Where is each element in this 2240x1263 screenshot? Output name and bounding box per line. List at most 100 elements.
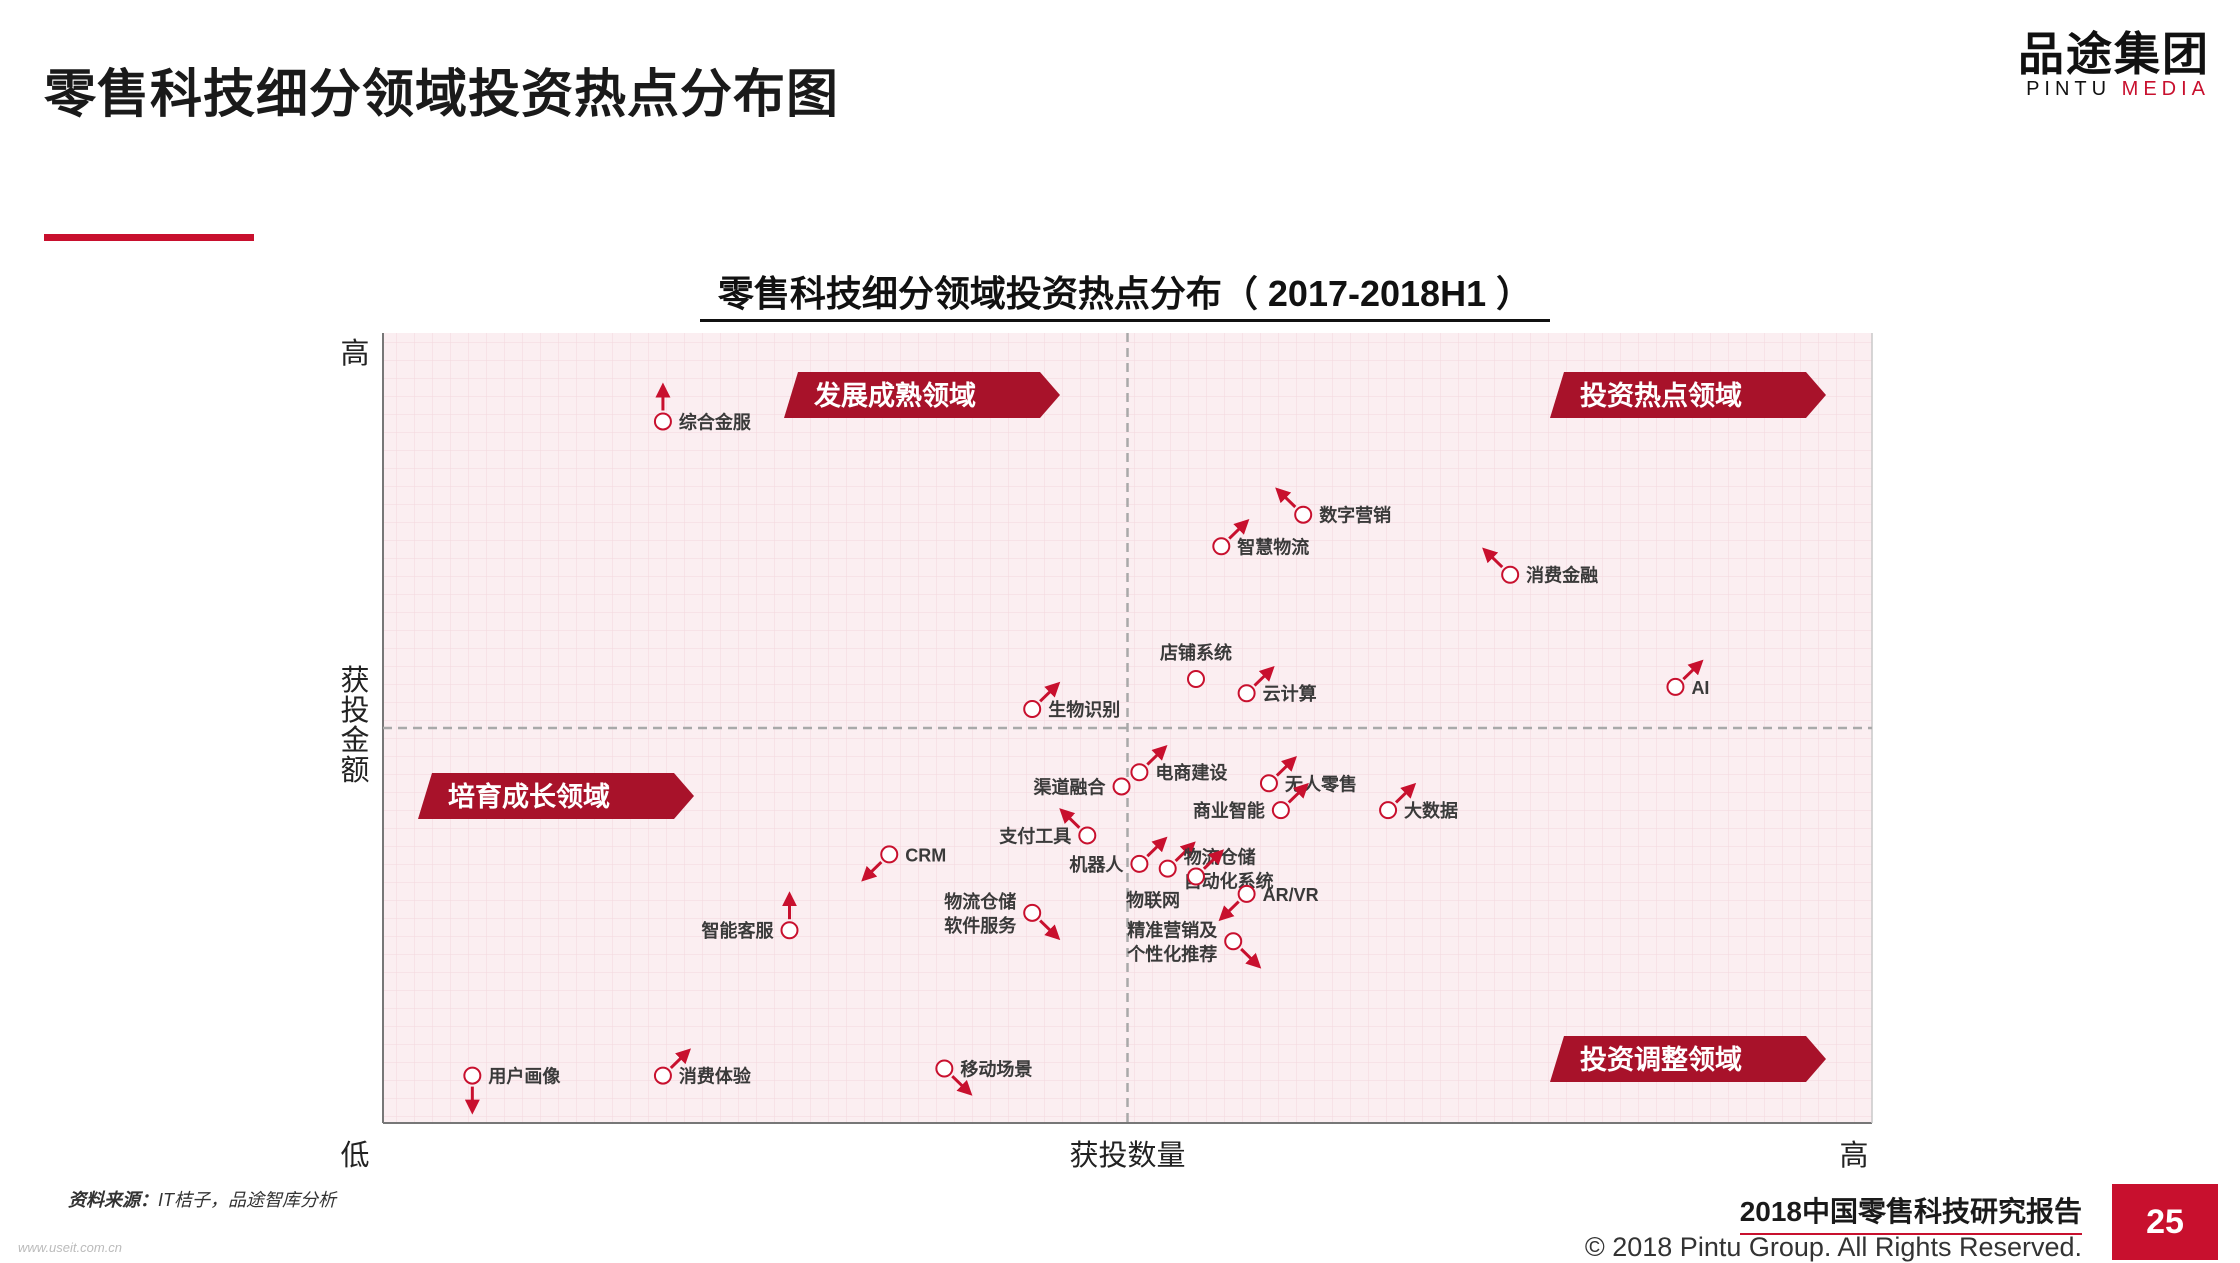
quadrant-banner-1: 发展成熟领域 <box>784 372 1060 418</box>
point-label: 大数据 <box>1404 800 1458 821</box>
point-marker <box>1186 867 1205 886</box>
point-marker <box>1501 565 1520 584</box>
title-underline <box>44 234 254 241</box>
point-marker <box>935 1059 954 1078</box>
point-marker <box>1186 670 1205 689</box>
point-marker <box>1130 854 1149 873</box>
data-point-22: 精准营销及个性化推荐 <box>1126 919 1262 969</box>
source-text: IT桔子，品途智库分析 <box>158 1190 336 1210</box>
report-name: 2018中国零售科技研究报告 <box>1739 1190 2082 1235</box>
data-point-6: 云计算 <box>1237 665 1317 704</box>
quadrant-banner-shape <box>1550 372 1826 418</box>
point-label: AR/VR <box>1263 885 1319 905</box>
point-marker <box>1112 777 1131 796</box>
data-point-4: 消费金融 <box>1482 547 1598 586</box>
data-point-2: 数字营销 <box>1275 487 1391 526</box>
point-label: 用户画像 <box>488 1066 561 1087</box>
point-marker <box>1666 677 1685 696</box>
data-point-20: 物流仓储软件服务 <box>944 891 1061 941</box>
quadrant-banner-2: 投资热点领域 <box>1550 372 1826 418</box>
quadrant-banner-label: 投资热点领域 <box>1580 381 1742 411</box>
data-point-16: 机器人 <box>1069 836 1168 875</box>
point-label: 消费金融 <box>1526 565 1598 586</box>
data-point-17: 物流仓储自动化系统 <box>1158 841 1274 892</box>
data-point-19: AR/VR <box>1218 884 1319 922</box>
data-point-5: 店铺系统 <box>1160 642 1232 689</box>
trend-arrow <box>1240 947 1262 969</box>
data-point-15: CRM <box>861 845 946 882</box>
data-point-3: 智慧物流 <box>1212 519 1309 557</box>
point-label: 物联网 <box>1126 890 1180 911</box>
copyright: © 2018 Pintu Group. All Rights Reserved. <box>1584 1232 2082 1262</box>
data-point-13: 大数据 <box>1379 782 1458 821</box>
data-point-18: 物联网 <box>1126 849 1225 911</box>
source-label: 资料来源： <box>68 1190 158 1210</box>
point-label: 精准营销及个性化推荐 <box>1126 919 1218 964</box>
trend-arrow <box>951 1075 973 1096</box>
point-marker <box>780 921 799 940</box>
logo-sub-text: PINTU MEDIA <box>2018 78 2210 100</box>
point-label: 消费体验 <box>679 1066 752 1087</box>
data-point-7: AI <box>1666 659 1709 698</box>
trend-arrow <box>669 1048 691 1069</box>
point-marker <box>1379 801 1398 820</box>
logo-sub-pintu: PINTU <box>2026 78 2122 100</box>
point-label: 无人零售 <box>1285 773 1357 794</box>
trend-arrow <box>1275 756 1298 777</box>
trend-arrow <box>1218 900 1240 922</box>
point-marker <box>1259 774 1278 793</box>
chart-title: 零售科技细分领域投资热点分布（ 2017-2018H1 ） <box>700 265 1550 322</box>
point-marker <box>1130 763 1149 782</box>
trend-arrow <box>1039 681 1061 703</box>
y-axis-label: 获投金额 <box>340 664 369 787</box>
point-label: 数字营销 <box>1319 505 1391 526</box>
x-axis-low-label: 低 <box>340 1139 369 1172</box>
trend-arrow <box>1275 487 1297 509</box>
data-point-21: 智能客服 <box>701 891 799 941</box>
quadrant-banner-4: 投资调整领域 <box>1550 1036 1826 1082</box>
point-label: CRM <box>905 845 946 865</box>
data-point-1: 综合金服 <box>653 382 752 432</box>
quadrant-banner-shape <box>418 773 694 819</box>
point-marker <box>1237 884 1256 903</box>
data-point-14: 支付工具 <box>998 808 1097 846</box>
quadrant-banner-3: 培育成长领域 <box>418 773 694 819</box>
watermark: www.useit.com.cn <box>18 1240 123 1255</box>
trend-arrow <box>1039 919 1061 941</box>
point-marker <box>1212 537 1231 556</box>
point-label: AI <box>1691 678 1709 698</box>
data-point-12: 商业智能 <box>1193 782 1309 821</box>
point-marker <box>1271 801 1290 820</box>
point-label: 生物识别 <box>1048 699 1120 720</box>
quadrant-banner-label: 投资调整领域 <box>1580 1045 1742 1075</box>
source-note: 资料来源：IT桔子，品途智库分析 <box>68 1186 336 1212</box>
data-point-8: 生物识别 <box>1023 681 1120 720</box>
point-marker <box>1023 903 1042 922</box>
trend-arrow <box>1228 519 1250 540</box>
point-label: 支付工具 <box>998 825 1071 846</box>
point-label: 物流仓储软件服务 <box>944 891 1017 936</box>
brand-logo: 品途集团 PINTU MEDIA <box>2018 30 2210 100</box>
point-label: 智慧物流 <box>1237 536 1309 557</box>
point-label: 移动场景 <box>960 1058 1032 1079</box>
point-label: 电商建设 <box>1155 762 1227 783</box>
page-number: 25 <box>2112 1184 2218 1260</box>
point-marker <box>1023 700 1042 719</box>
logo-main-text: 品途集团 <box>2018 28 2210 80</box>
point-marker <box>1158 859 1177 878</box>
point-label: 综合金服 <box>679 411 752 432</box>
data-point-9: 电商建设 <box>1130 744 1227 783</box>
point-marker <box>880 845 899 864</box>
quadrant-banner-shape <box>1550 1036 1826 1082</box>
trend-arrow <box>1174 841 1196 862</box>
point-label: 商业智能 <box>1193 800 1265 821</box>
x-axis-label: 获投数量 <box>1069 1139 1185 1172</box>
point-marker <box>653 1066 672 1085</box>
data-point-23: 用户画像 <box>463 1066 561 1115</box>
point-label: 机器人 <box>1069 855 1124 875</box>
point-label: 渠道融合 <box>1034 776 1107 797</box>
trend-arrow <box>1287 782 1309 804</box>
point-marker <box>463 1066 482 1085</box>
point-marker <box>653 412 672 431</box>
